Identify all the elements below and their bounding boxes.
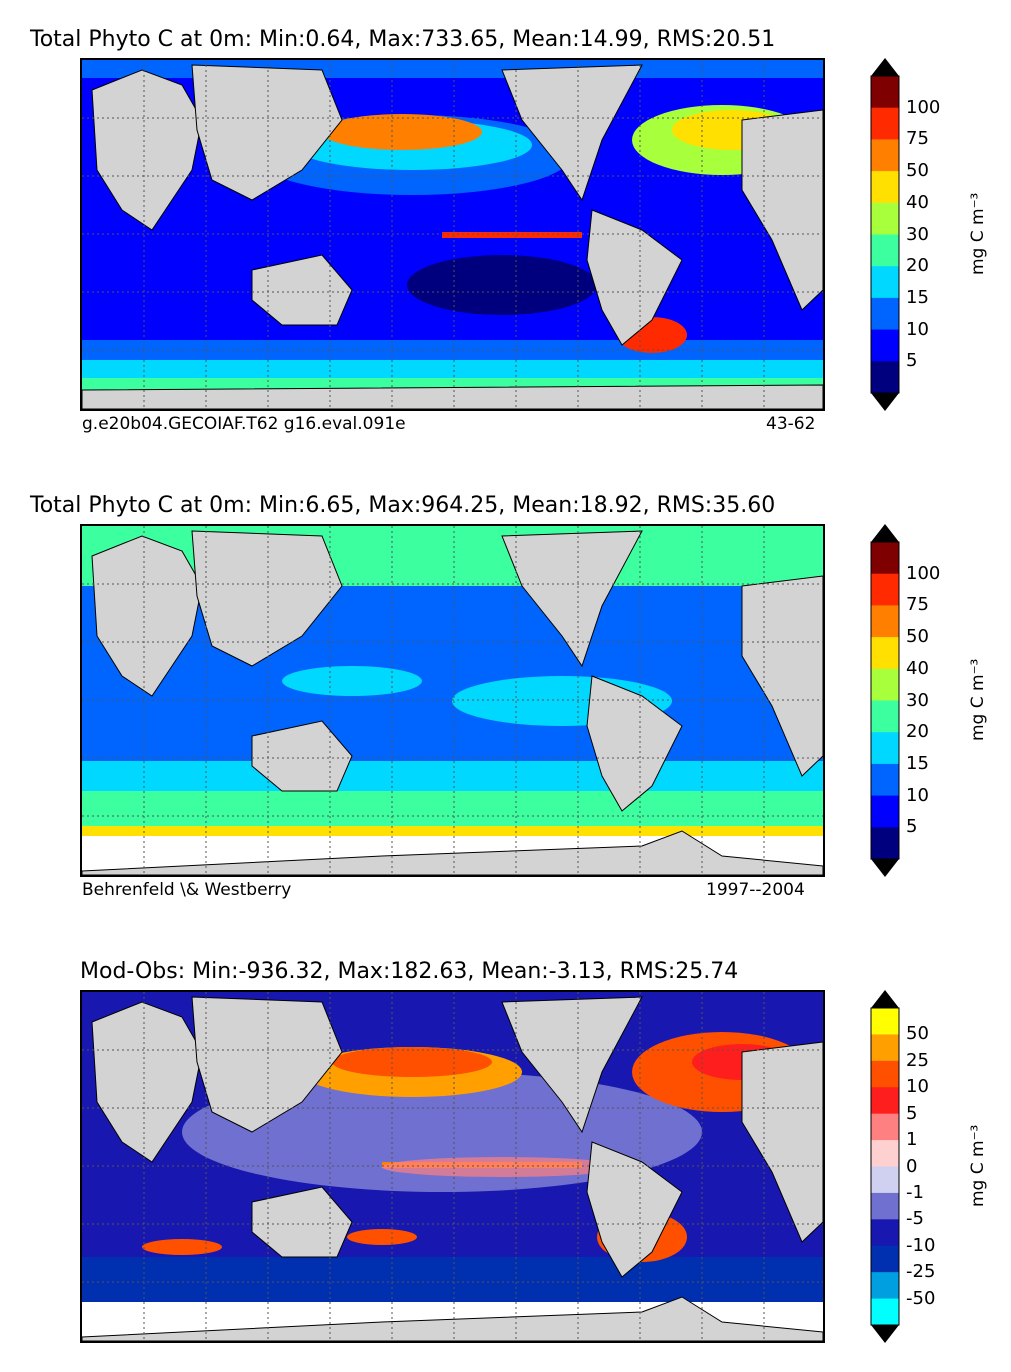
colorbar-segment bbox=[871, 1246, 899, 1273]
colorbar-segment bbox=[871, 1034, 899, 1061]
colorbar-tick-label: 1 bbox=[906, 1129, 917, 1150]
colorbar-segment bbox=[871, 1008, 899, 1035]
colorbar-unit-label: mg C m⁻³ bbox=[968, 192, 988, 274]
colorbar-tick-label: 75 bbox=[906, 128, 929, 149]
colorbar-segment bbox=[871, 1087, 899, 1114]
panel-1-title: Total Phyto C at 0m: Min:0.64, Max:733.6… bbox=[30, 27, 775, 52]
colorbar-tick-label: 15 bbox=[906, 287, 929, 308]
colorbar-extend-top bbox=[871, 58, 899, 76]
panel-2-map bbox=[80, 524, 825, 877]
panel-2-note-right: 1997--2004 bbox=[706, 880, 805, 900]
colorbar-tick-label: 25 bbox=[906, 1050, 929, 1071]
panel-3-colorbar: 50 25 10 5 1 0 -1 -5 -10 -25 -50 mg C m⁻³ bbox=[870, 990, 900, 1347]
colorbar-segment bbox=[871, 203, 899, 235]
colorbar-tick-label: 10 bbox=[906, 1076, 929, 1097]
colorbar-segment bbox=[871, 542, 899, 574]
colorbar-tick-label: 30 bbox=[906, 224, 929, 245]
colorbar-segment bbox=[871, 1272, 899, 1299]
colorbar-tick-label: 0 bbox=[906, 1156, 917, 1177]
panel-1-note-right: 43-62 bbox=[766, 414, 815, 434]
colorbar-extend-bottom bbox=[871, 1325, 899, 1343]
colorbar-segment bbox=[871, 1114, 899, 1141]
colorbar-tick-label: 100 bbox=[906, 97, 940, 118]
panel-1-map bbox=[80, 58, 825, 411]
panel-3-title: Mod-Obs: Min:-936.32, Max:182.63, Mean:-… bbox=[80, 959, 738, 984]
colorbar-segment bbox=[871, 1193, 899, 1220]
colorbar-segment bbox=[871, 108, 899, 140]
colorbar-segment bbox=[871, 637, 899, 669]
panel-1-colorbar: 100 75 50 40 30 20 15 10 5 mg C m⁻³ bbox=[870, 58, 900, 415]
colorbar-segment bbox=[871, 732, 899, 764]
colorbar-tick-label: 5 bbox=[906, 350, 917, 371]
colorbar-segment bbox=[871, 330, 899, 362]
colorbar-segment bbox=[871, 171, 899, 203]
colorbar-extend-top bbox=[871, 990, 899, 1008]
colorbar-extend-top bbox=[871, 524, 899, 542]
colorbar-svg bbox=[870, 524, 900, 877]
colorbar-segment bbox=[871, 827, 899, 859]
colorbar-tick-label: 40 bbox=[906, 658, 929, 679]
colorbar-segment bbox=[871, 1061, 899, 1088]
colorbar-segment bbox=[871, 235, 899, 267]
colorbar-segment bbox=[871, 796, 899, 828]
colorbar-tick-label: 5 bbox=[906, 816, 917, 837]
colorbar-segment bbox=[871, 298, 899, 330]
colorbar-segment bbox=[871, 669, 899, 701]
colorbar-tick-label: 100 bbox=[906, 563, 940, 584]
colorbar-segment bbox=[871, 361, 899, 393]
colorbar-tick-label: 10 bbox=[906, 319, 929, 340]
colorbar-tick-label: -1 bbox=[906, 1182, 924, 1203]
colorbar-extend-bottom bbox=[871, 859, 899, 877]
colorbar-tick-label: 5 bbox=[906, 1103, 917, 1124]
panel-2-colorbar: 100 75 50 40 30 20 15 10 5 mg C m⁻³ bbox=[870, 524, 900, 881]
colorbar-unit-label: mg C m⁻³ bbox=[968, 658, 988, 740]
colorbar-tick-label: -5 bbox=[906, 1208, 924, 1229]
colorbar-segment bbox=[871, 574, 899, 606]
colorbar-tick-label: 50 bbox=[906, 1023, 929, 1044]
colorbar-tick-label: -25 bbox=[906, 1261, 935, 1282]
colorbar-unit-label: mg C m⁻³ bbox=[968, 1124, 988, 1206]
colorbar-tick-label: 50 bbox=[906, 626, 929, 647]
colorbar-segment bbox=[871, 1299, 899, 1326]
colorbar-tick-label: 50 bbox=[906, 160, 929, 181]
colorbar-segment bbox=[871, 701, 899, 733]
colorbar-tick-label: 75 bbox=[906, 594, 929, 615]
colorbar-svg bbox=[870, 58, 900, 411]
colorbar-tick-label: -10 bbox=[906, 1235, 935, 1256]
colorbar-extend-bottom bbox=[871, 393, 899, 411]
colorbar-tick-label: 10 bbox=[906, 785, 929, 806]
colorbar-tick-label: 15 bbox=[906, 753, 929, 774]
colorbar-segment bbox=[871, 605, 899, 637]
colorbar-svg bbox=[870, 990, 900, 1343]
colorbar-segment bbox=[871, 764, 899, 796]
colorbar-tick-label: 40 bbox=[906, 192, 929, 213]
panel-3-map bbox=[80, 990, 825, 1343]
colorbar-segment bbox=[871, 1219, 899, 1246]
colorbar-tick-label: 20 bbox=[906, 255, 929, 276]
colorbar-tick-label: -50 bbox=[906, 1288, 935, 1309]
colorbar-tick-label: 20 bbox=[906, 721, 929, 742]
panel-1-note-left: g.e20b04.GECOIAF.T62 g16.eval.091e bbox=[82, 414, 406, 434]
panel-2-note-left: Behrenfeld \& Westberry bbox=[82, 880, 291, 900]
colorbar-segment bbox=[871, 1167, 899, 1194]
colorbar-segment bbox=[871, 139, 899, 171]
colorbar-segment bbox=[871, 266, 899, 298]
panel-2-title: Total Phyto C at 0m: Min:6.65, Max:964.2… bbox=[30, 493, 775, 518]
colorbar-segment bbox=[871, 76, 899, 108]
colorbar-segment bbox=[871, 1140, 899, 1167]
colorbar-tick-label: 30 bbox=[906, 690, 929, 711]
